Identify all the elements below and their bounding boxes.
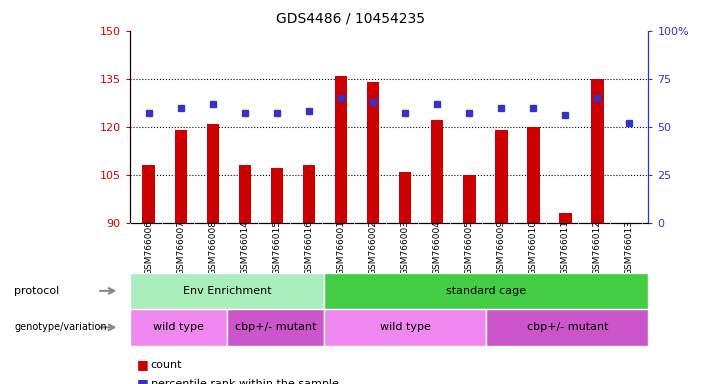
- Text: GSM766002: GSM766002: [369, 220, 378, 275]
- Text: cbp+/- mutant: cbp+/- mutant: [235, 322, 316, 333]
- Text: wild type: wild type: [380, 322, 430, 333]
- Bar: [526, 127, 540, 223]
- Text: protocol: protocol: [14, 286, 60, 296]
- Text: GSM766005: GSM766005: [465, 220, 474, 275]
- Text: count: count: [151, 360, 182, 370]
- Text: GSM766013: GSM766013: [625, 220, 634, 275]
- Text: GSM766003: GSM766003: [400, 220, 409, 275]
- Text: GSM766015: GSM766015: [273, 220, 282, 275]
- Text: GSM766011: GSM766011: [561, 220, 570, 275]
- Text: wild type: wild type: [153, 322, 204, 333]
- Bar: [367, 82, 379, 223]
- Text: GSM766014: GSM766014: [240, 220, 250, 275]
- Text: GSM766007: GSM766007: [177, 220, 186, 275]
- Bar: [207, 124, 219, 223]
- Bar: [175, 130, 187, 223]
- Bar: [271, 168, 283, 223]
- Bar: [495, 130, 508, 223]
- Bar: [334, 76, 348, 223]
- Text: Env Enrichment: Env Enrichment: [183, 286, 271, 296]
- Text: GSM766016: GSM766016: [304, 220, 313, 275]
- Text: GSM766001: GSM766001: [336, 220, 346, 275]
- Bar: [227, 309, 325, 346]
- Text: GSM766010: GSM766010: [529, 220, 538, 275]
- Bar: [399, 172, 411, 223]
- Bar: [238, 165, 252, 223]
- Bar: [463, 175, 475, 223]
- Text: GSM766012: GSM766012: [592, 220, 601, 275]
- Bar: [430, 120, 444, 223]
- Bar: [591, 79, 604, 223]
- Bar: [130, 309, 227, 346]
- Text: GSM766008: GSM766008: [208, 220, 217, 275]
- Bar: [142, 165, 156, 223]
- Text: ■: ■: [137, 377, 149, 384]
- Bar: [324, 309, 486, 346]
- Text: GSM766009: GSM766009: [496, 220, 505, 275]
- Bar: [486, 309, 648, 346]
- Text: GDS4486 / 10454235: GDS4486 / 10454235: [276, 12, 425, 25]
- Bar: [559, 213, 571, 223]
- Text: genotype/variation: genotype/variation: [14, 322, 107, 333]
- Bar: [324, 273, 648, 309]
- Text: GSM766006: GSM766006: [144, 220, 154, 275]
- Text: cbp+/- mutant: cbp+/- mutant: [526, 322, 608, 333]
- Bar: [130, 273, 324, 309]
- Text: standard cage: standard cage: [447, 286, 526, 296]
- Bar: [303, 165, 315, 223]
- Text: ■: ■: [137, 358, 149, 371]
- Text: percentile rank within the sample: percentile rank within the sample: [151, 379, 339, 384]
- Text: GSM766004: GSM766004: [433, 220, 442, 275]
